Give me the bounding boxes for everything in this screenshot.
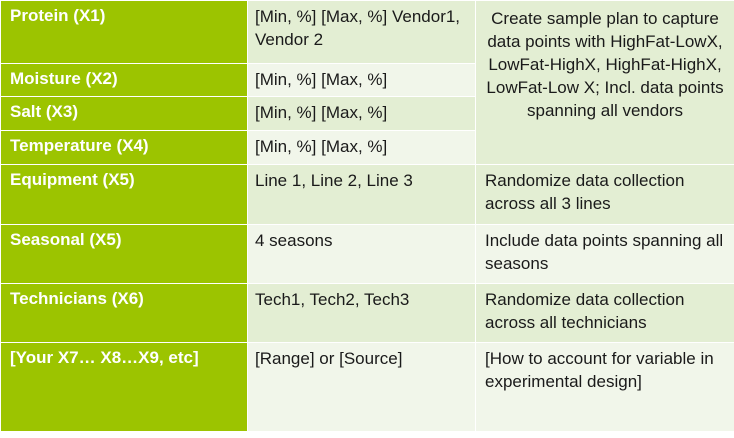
range-cell-your-variables: [Range] or [Source] [247,342,476,432]
factor-cell-temperature: Temperature (X4) [0,130,248,165]
range-cell-moisture: [Min, %] [Max, %] [247,63,476,97]
range-cell-salt: [Min, %] [Max, %] [247,96,476,131]
table-row: Technicians (X6) Tech1, Tech2, Tech3 Ran… [0,283,734,343]
factor-cell-salt: Salt (X3) [0,96,248,131]
table-row: Seasonal (X5) 4 seasons Include data poi… [0,224,734,284]
range-cell-seasonal: 4 seasons [247,224,476,284]
factor-cell-seasonal: Seasonal (X5) [0,224,248,284]
plan-cell-equipment: Randomize data collection across all 3 l… [475,164,734,225]
table-row: Moisture (X2) [Min, %] [Max, %] [0,63,734,97]
range-cell-technicians: Tech1, Tech2, Tech3 [247,283,476,343]
range-cell-protein: [Min, %] [Max, %] Vendor1, Vendor 2 [247,0,476,64]
table-row: Temperature (X4) [Min, %] [Max, %] [0,130,734,165]
factor-cell-protein: Protein (X1) [0,0,248,64]
factor-cell-technicians: Technicians (X6) [0,283,248,343]
table-row: Equipment (X5) Line 1, Line 2, Line 3 Ra… [0,164,734,225]
table-row: [Your X7… X8…X9, etc] [Range] or [Source… [0,342,734,432]
plan-cell-technicians: Randomize data collection across all tec… [475,283,734,343]
plan-cell-your-variables: [How to account for variable in experime… [475,342,734,432]
plan-cell-composition: Create sample plan to capture data point… [475,0,734,165]
range-cell-temperature: [Min, %] [Max, %] [247,130,476,165]
table-row: Protein (X1) [Min, %] [Max, %] Vendor1, … [0,0,734,165]
factor-cell-moisture: Moisture (X2) [0,63,248,97]
range-cell-equipment: Line 1, Line 2, Line 3 [247,164,476,225]
factor-cell-equipment: Equipment (X5) [0,164,248,225]
factor-cell-your-variables: [Your X7… X8…X9, etc] [0,342,248,432]
plan-cell-seasonal: Include data points spanning all seasons [475,224,734,284]
